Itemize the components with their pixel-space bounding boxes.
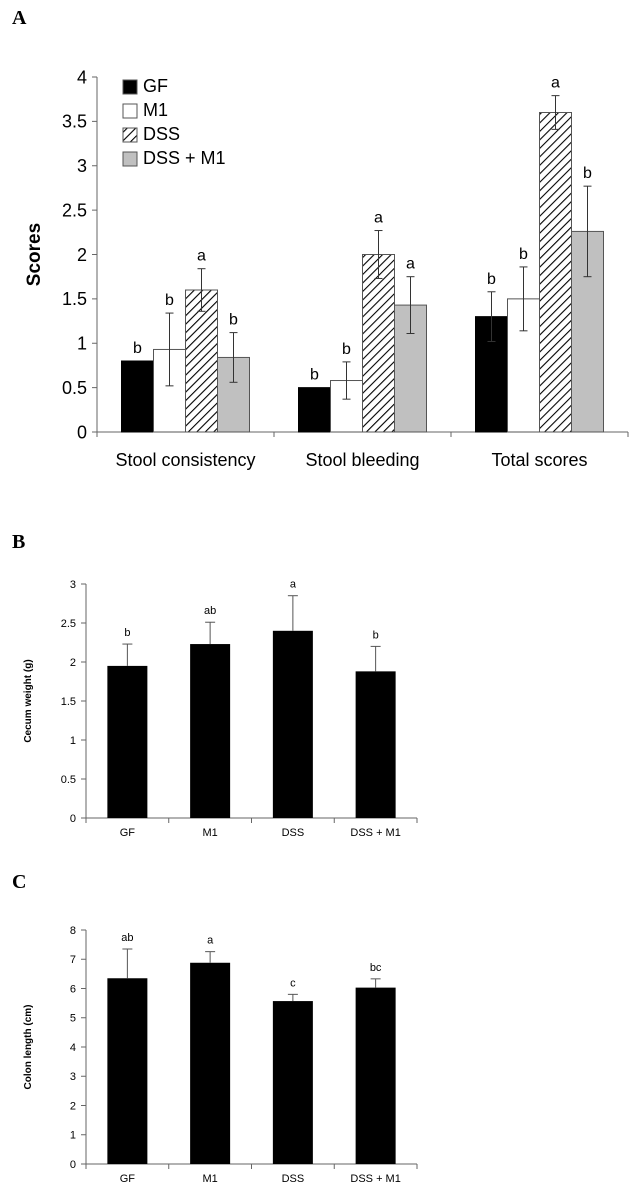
legend-swatch (122, 103, 138, 119)
y-tick-label: 4 (77, 67, 87, 87)
significance-letter: b (165, 292, 174, 309)
chart-a-stool-scores: 0 0.5 1 1.5 2 2.5 3 3.5 4 Scores Stool consistency… (24, 67, 629, 470)
bar (190, 644, 231, 818)
y-tick-label: 5 (70, 1013, 76, 1025)
significance-letter: a (406, 256, 415, 273)
significance-letter: bc (370, 962, 382, 974)
y-tick-label: 0.5 (61, 774, 76, 786)
y-axis-title: Cecum weight (g) (23, 659, 34, 742)
significance-letter: c (290, 977, 296, 989)
y-tick-label: 3 (77, 156, 87, 176)
x-category-label: DSS + M1 (350, 827, 400, 839)
legend-label: M1 (143, 100, 168, 120)
y-tick-label: 3.5 (62, 112, 87, 132)
significance-letter: ab (204, 605, 216, 617)
y-tick-label: 6 (70, 983, 76, 995)
panel-label-b: B (12, 531, 25, 553)
y-tick-label: 2.5 (62, 200, 87, 220)
significance-letter: b (133, 340, 142, 357)
significance-letter: b (229, 312, 238, 329)
significance-letter: a (551, 75, 560, 92)
y-tick-label: 2 (77, 245, 87, 265)
y-tick-label: 2.5 (61, 618, 76, 630)
bar (121, 360, 154, 433)
y-tick-label: 1 (70, 735, 76, 747)
x-category-label: GF (120, 827, 136, 839)
significance-letter: a (207, 935, 214, 947)
bar (107, 978, 148, 1164)
y-tick-label: 1.5 (61, 696, 76, 708)
legend-label: DSS (143, 124, 180, 144)
legend-swatch (122, 79, 138, 95)
significance-letter: b (342, 341, 351, 358)
x-category-label: M1 (202, 1173, 217, 1185)
x-category-label: Total scores (491, 450, 587, 470)
x-category-label: Stool bleeding (305, 450, 419, 470)
significance-letter: b (124, 627, 130, 639)
y-tick-label: 3 (70, 579, 76, 591)
bar (355, 671, 396, 818)
bar (190, 962, 231, 1164)
y-tick-label: 1.5 (62, 289, 87, 309)
x-category-label: GF (120, 1173, 136, 1185)
y-tick-label: 3 (70, 1071, 76, 1083)
significance-letter: ab (121, 932, 133, 944)
legend-swatch (122, 151, 138, 167)
x-category-label: DSS + M1 (350, 1173, 400, 1185)
bar (355, 987, 396, 1164)
significance-letter: a (197, 248, 206, 265)
y-tick-label: 0 (70, 813, 76, 825)
y-tick-label: 4 (70, 1042, 76, 1054)
significance-letter: b (583, 165, 592, 182)
y-axis-title: Scores (24, 223, 45, 286)
bar (107, 665, 148, 818)
bar (272, 1001, 313, 1164)
y-axis-title: Colon length (cm) (23, 1005, 34, 1090)
bar (298, 387, 331, 433)
chart-c-colon-length: 0 1 2 3 4 5 6 7 8 Colon length (cm) GF M1 DSS DSS + M… (23, 925, 418, 1185)
y-tick-label: 8 (70, 925, 76, 937)
y-tick-label: 0.5 (62, 378, 87, 398)
y-tick-label: 1 (70, 1130, 76, 1142)
panel-label-c: C (12, 871, 26, 893)
bar (539, 112, 572, 433)
x-category-label: M1 (202, 827, 217, 839)
bar (272, 630, 313, 818)
significance-letter: b (519, 246, 528, 263)
significance-letter: b (487, 271, 496, 288)
significance-letter: a (290, 579, 297, 591)
x-category-label: DSS (282, 827, 305, 839)
legend-swatch (122, 127, 138, 143)
y-tick-label: 0 (77, 422, 87, 442)
legend-label: DSS + M1 (143, 148, 226, 168)
panel-label-a: A (12, 7, 27, 29)
legend-label: GF (143, 76, 168, 96)
chart-b-cecum-weight: 0 0.5 1 1.5 2 2.5 3 Cecum weight (g) GF M1 DSS DSS … (23, 579, 418, 839)
y-tick-label: 2 (70, 1100, 76, 1112)
x-category-label: Stool consistency (115, 450, 255, 470)
significance-letter: b (310, 367, 319, 384)
x-category-label: DSS (282, 1173, 305, 1185)
bar (362, 254, 395, 433)
significance-letter: a (374, 210, 383, 227)
y-tick-label: 2 (70, 657, 76, 669)
y-tick-label: 0 (70, 1159, 76, 1171)
y-tick-label: 7 (70, 954, 76, 966)
y-tick-label: 1 (77, 334, 87, 354)
significance-letter: b (373, 629, 379, 641)
